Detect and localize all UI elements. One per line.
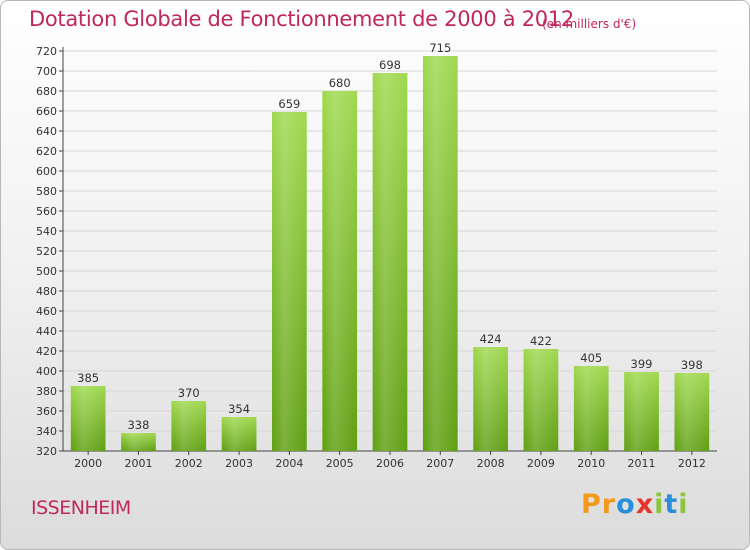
x-tick-label: 2006 (376, 457, 404, 470)
bar-highlight (372, 73, 408, 451)
x-tick-label: 2008 (477, 457, 505, 470)
y-tick-label: 600 (36, 165, 57, 178)
bar-value-label: 659 (278, 97, 300, 111)
bar-highlight (171, 401, 207, 451)
y-tick-label: 420 (36, 345, 57, 358)
y-tick-label: 380 (36, 385, 57, 398)
y-tick-label: 640 (36, 125, 57, 138)
x-tick-label: 2004 (275, 457, 303, 470)
y-tick-label: 720 (36, 45, 57, 58)
y-tick-label: 340 (36, 425, 57, 438)
y-tick-label: 520 (36, 245, 57, 258)
logo-letter: i (654, 489, 665, 520)
logo-letter: P (581, 489, 602, 520)
y-tick-label: 660 (36, 105, 57, 118)
bar-highlight (624, 372, 659, 451)
logo-letter: r (601, 489, 617, 520)
bar-value-label: 715 (429, 41, 451, 55)
y-tick-label: 680 (36, 85, 57, 98)
bars (70, 56, 710, 451)
bar-value-label: 398 (681, 358, 703, 372)
bar-value-label: 354 (228, 402, 250, 416)
y-tick-label: 460 (36, 305, 57, 318)
x-tick-label: 2011 (628, 457, 656, 470)
bar-highlight (674, 373, 710, 451)
logo-letter: x (635, 489, 655, 520)
y-tick-label: 360 (36, 405, 57, 418)
y-tick-label: 620 (36, 145, 57, 158)
x-tick-label: 2005 (326, 457, 354, 470)
bar-value-label: 405 (580, 351, 602, 365)
y-tick-label: 700 (36, 65, 57, 78)
x-tick-label: 2010 (577, 457, 605, 470)
x-tick-label: 2002 (175, 457, 203, 470)
bar-highlight (422, 56, 458, 451)
y-tick-label: 320 (36, 445, 57, 458)
bar-highlight (272, 112, 307, 451)
bar-highlight (121, 433, 156, 451)
x-tick-label: 2003 (225, 457, 253, 470)
bar-highlight (70, 386, 106, 451)
y-tick-label: 540 (36, 225, 57, 238)
bar-highlight (523, 349, 559, 451)
bar-value-label: 698 (379, 58, 401, 72)
logo-letter: i (678, 489, 689, 520)
bar-value-label: 424 (480, 332, 502, 346)
bar-value-label: 385 (77, 371, 99, 385)
bar-value-label: 680 (329, 76, 351, 90)
proxiti-logo: Proxiti (581, 489, 689, 520)
y-tick-label: 580 (36, 185, 57, 198)
bar-value-label: 370 (178, 386, 200, 400)
y-tick-label: 440 (36, 325, 57, 338)
x-tick-label: 2007 (426, 457, 454, 470)
bar-highlight (573, 366, 609, 451)
y-tick-label: 560 (36, 205, 57, 218)
x-tick-label: 2012 (678, 457, 706, 470)
x-tick-label: 2009 (527, 457, 555, 470)
bar-highlight (221, 417, 257, 451)
bar-value-label: 399 (631, 357, 653, 371)
y-tick-label: 480 (36, 285, 57, 298)
chart-subtitle: (en milliers d'€) (542, 17, 637, 31)
chart-title: Dotation Globale de Fonctionnement de 20… (29, 7, 574, 31)
bar-highlight (322, 91, 358, 451)
municipality-name: ISSENHEIM (31, 497, 131, 519)
y-tick-label: 400 (36, 365, 57, 378)
bar-value-label: 338 (127, 418, 149, 432)
bar-value-label: 422 (530, 334, 552, 348)
labels: 2000 385 2001 338 2002 370 2003 354 2004 659 2005 6… (74, 41, 706, 470)
bar-highlight (473, 347, 508, 451)
logo-letter: o (616, 489, 636, 520)
x-tick-label: 2001 (124, 457, 152, 470)
logo-letter: t (664, 489, 679, 520)
y-tick-label: 500 (36, 265, 57, 278)
x-tick-label: 2000 (74, 457, 102, 470)
